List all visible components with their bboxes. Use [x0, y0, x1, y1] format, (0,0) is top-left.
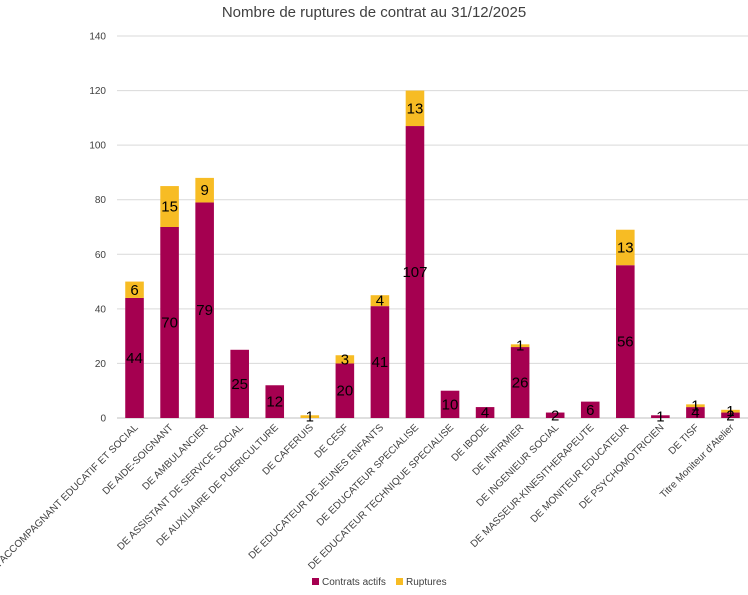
data-label-contrats-actifs: 79	[196, 302, 213, 319]
data-label-contrats-actifs: 44	[126, 350, 143, 367]
bar-ruptures	[370, 295, 390, 307]
x-tick-label: DE AMBULANCIER	[141, 422, 211, 492]
data-label-ruptures: 1	[691, 398, 699, 415]
data-label-ruptures: 4	[376, 293, 384, 310]
data-label-ruptures: 3	[341, 351, 349, 368]
bar-contrats-actifs	[125, 297, 144, 418]
data-label-ruptures: 1	[306, 409, 314, 426]
bar-contrats-actifs	[160, 227, 179, 418]
x-tick-label: DE ASSISTANT DE SERVICE SOCIAL	[115, 422, 246, 553]
legend-swatch-contrats-actifs	[312, 578, 319, 585]
bar-ruptures	[195, 177, 214, 203]
data-label-contrats-actifs: 20	[337, 383, 354, 400]
bar-ruptures	[721, 409, 740, 413]
bar-contrats-actifs	[265, 385, 285, 418]
bar-ruptures	[160, 186, 179, 227]
data-label-ruptures: 1	[726, 403, 734, 420]
chart-title: Nombre de ruptures de contrat au 31/12/2…	[222, 4, 526, 21]
y-axis-ticks: 0 20 40 60 80 100 120 140	[89, 32, 106, 425]
data-label-contrats-actifs: 25	[231, 376, 248, 393]
data-label-contrats-actifs: 56	[617, 334, 634, 351]
data-label-ruptures: 15	[161, 199, 178, 216]
bar-contrats-actifs	[195, 202, 214, 418]
data-label-ruptures: 9	[200, 182, 208, 199]
data-label-ruptures: 13	[407, 100, 424, 117]
y-tick-label: 60	[95, 250, 107, 261]
y-tick-label: 80	[95, 195, 107, 206]
bar-contrats-actifs	[580, 401, 600, 418]
data-label-contrats-actifs: 2	[551, 407, 559, 424]
data-label-contrats-actifs: 10	[442, 396, 459, 413]
bar-ruptures	[686, 404, 705, 408]
data-label-contrats-actifs: 26	[512, 375, 529, 392]
bar-contrats-actifs	[405, 126, 425, 419]
data-label-contrats-actifs: 4	[481, 405, 489, 422]
data-label-contrats-actifs: 70	[161, 315, 178, 332]
bar-contrats-actifs	[686, 407, 705, 418]
y-tick-label: 40	[95, 304, 107, 315]
legend: Contrats actifs Ruptures	[312, 577, 447, 588]
data-label-ruptures: 1	[516, 338, 524, 355]
bar-contrats-actifs	[651, 415, 670, 418]
data-label-contrats-actifs: 6	[586, 402, 594, 419]
data-label-contrats-actifs: 1	[656, 409, 664, 426]
data-label-ruptures: 13	[617, 239, 634, 256]
x-tick-label: DE AUXILIAIRE DE PUERICULTURE	[155, 422, 282, 549]
legend-label-ruptures: Ruptures	[406, 577, 447, 588]
x-tick-label: DE TISF	[667, 422, 702, 457]
data-label-contrats-actifs: 2	[726, 407, 734, 424]
y-tick-label: 100	[89, 141, 106, 152]
y-tick-label: 0	[100, 414, 106, 425]
y-tick-label: 20	[95, 359, 107, 370]
bar-contrats-actifs	[370, 306, 390, 418]
data-label-contrats-actifs: 107	[402, 264, 427, 281]
bar-ruptures	[616, 229, 635, 266]
data-label-contrats-actifs: 4	[691, 405, 699, 422]
bar-contrats-actifs	[440, 390, 460, 418]
bar-ruptures	[125, 281, 144, 298]
data-label-contrats-actifs: 41	[372, 354, 389, 371]
data-label-contrats-actifs: 12	[266, 394, 283, 411]
legend-label-contrats-actifs: Contrats actifs	[322, 577, 386, 588]
bar-ruptures	[510, 344, 530, 348]
bar-contrats-actifs	[335, 363, 355, 418]
bar-contrats-actifs	[545, 412, 565, 418]
bar-contrats-actifs	[230, 349, 249, 418]
y-tick-label: 140	[89, 32, 106, 43]
gridlines	[117, 35, 748, 419]
bar-ruptures	[335, 355, 355, 364]
legend-swatch-ruptures	[396, 578, 403, 585]
data-label-ruptures: 6	[130, 282, 138, 299]
bar-contrats-actifs	[475, 407, 495, 418]
y-tick-label: 120	[89, 86, 106, 97]
bar-contrats-actifs	[510, 347, 530, 418]
x-tick-label: DE ACCOMPAGNANT EDUCATIF ET SOCIAL	[0, 422, 141, 577]
bar-ruptures	[405, 90, 425, 127]
x-tick-label: DE MASSEUR-KINESITHERAPEUTE	[469, 422, 597, 550]
bar-contrats-actifs	[721, 412, 740, 418]
bars	[125, 90, 740, 419]
bar-contrats-actifs	[616, 265, 635, 418]
bar-ruptures	[300, 415, 320, 418]
